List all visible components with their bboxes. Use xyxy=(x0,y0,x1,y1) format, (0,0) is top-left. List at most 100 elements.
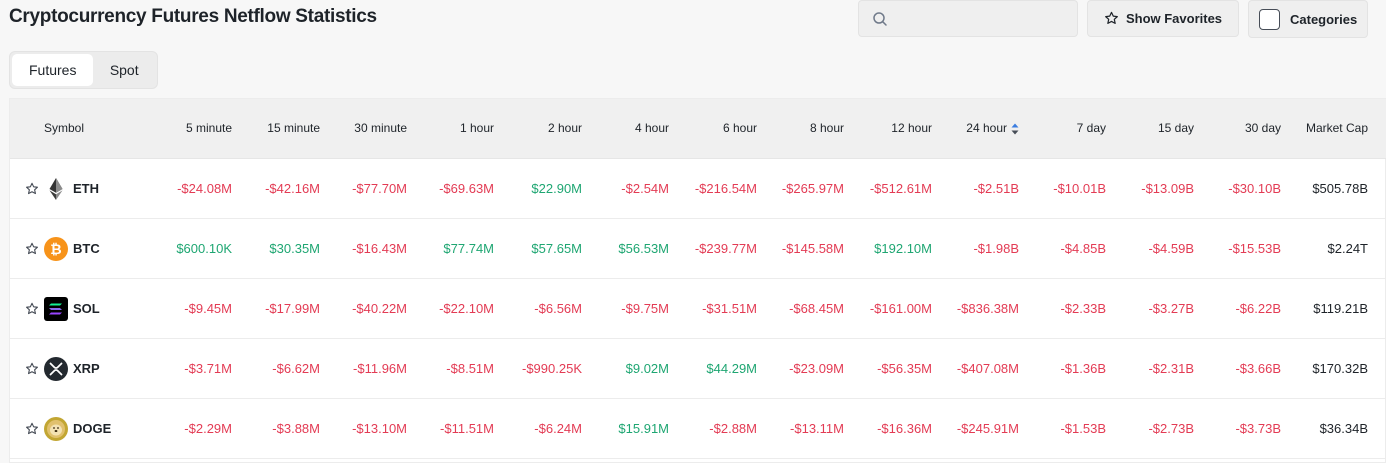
netflow-30-day: -$6.22B xyxy=(1235,301,1281,316)
netflow-8-hour: -$13.11M xyxy=(790,421,844,436)
favorite-star-icon[interactable] xyxy=(25,422,39,436)
sol-icon xyxy=(44,297,68,321)
favorite-star-icon[interactable] xyxy=(25,362,39,376)
netflow-6-hour: -$2.88M xyxy=(709,421,757,436)
netflow-30-day: -$3.66B xyxy=(1235,361,1281,376)
netflow-5-minute: -$2.29M xyxy=(184,421,232,436)
table-row[interactable]: XRP -$3.71M -$6.62M -$11.96M -$8.51M -$9… xyxy=(10,339,1386,399)
netflow-1-hour: -$22.10M xyxy=(439,301,494,316)
netflow-6-hour: -$239.77M xyxy=(694,241,757,256)
netflow-7-day: -$1.53B xyxy=(1060,421,1106,436)
column-header-30-minute[interactable]: 30 minute xyxy=(354,121,407,135)
column-header-6-hour[interactable]: 6 hour xyxy=(722,121,757,135)
netflow-4-hour: $15.91M xyxy=(618,421,669,436)
column-header-12-hour[interactable]: 12 hour xyxy=(891,121,932,135)
xrp-icon xyxy=(44,357,68,381)
netflow-30-minute: -$11.96M xyxy=(353,361,407,376)
table-row[interactable]: SOL -$9.45M -$17.99M -$40.22M -$22.10M -… xyxy=(10,279,1386,339)
symbol-label[interactable]: SOL xyxy=(73,301,100,316)
netflow-15-minute: -$17.99M xyxy=(265,301,320,316)
symbol-label[interactable]: DOGE xyxy=(73,421,112,436)
netflow-12-hour: -$56.35M xyxy=(877,361,932,376)
netflow-7-day: -$10.01B xyxy=(1053,181,1106,196)
categories-label: Categories xyxy=(1290,11,1358,27)
column-header-7-day[interactable]: 7 day xyxy=(1076,121,1106,135)
column-header-8-hour[interactable]: 8 hour xyxy=(809,121,844,135)
symbol-label[interactable]: XRP xyxy=(73,361,100,376)
netflow-5-minute: $600.10K xyxy=(176,241,232,256)
favorite-star-icon[interactable] xyxy=(25,242,39,256)
market-cap: $170.32B xyxy=(1312,361,1368,376)
netflow-12-hour: -$16.36M xyxy=(877,421,932,436)
table-row[interactable]: ETH -$24.08M -$42.16M -$77.70M -$69.63M … xyxy=(10,159,1386,219)
netflow-5-minute: -$9.45M xyxy=(184,301,232,316)
netflow-15-minute: -$6.62M xyxy=(272,361,320,376)
column-header-30-day[interactable]: 30 day xyxy=(1244,121,1281,135)
netflow-30-minute: -$16.43M xyxy=(352,241,407,256)
search-input[interactable] xyxy=(895,1,1073,36)
favorite-star-icon[interactable] xyxy=(25,302,39,316)
eth-icon xyxy=(49,178,63,200)
netflow-8-hour: -$145.58M xyxy=(781,241,844,256)
netflow-15-day: -$4.59B xyxy=(1148,241,1194,256)
netflow-4-hour: $9.02M xyxy=(625,361,669,376)
netflow-2-hour: -$990.25K xyxy=(522,361,582,376)
netflow-8-hour: -$265.97M xyxy=(781,181,844,196)
show-favorites-label: Show Favorites xyxy=(1125,11,1223,26)
search-box[interactable] xyxy=(858,0,1078,37)
netflow-2-hour: -$6.56M xyxy=(534,301,582,316)
market-cap: $505.78B xyxy=(1312,181,1368,196)
netflow-8-hour: -$23.09M xyxy=(789,361,844,376)
table-row[interactable]: DOGE -$2.29M -$3.88M -$13.10M -$11.51M -… xyxy=(10,399,1386,459)
market-cap: $119.21B xyxy=(1313,301,1368,316)
netflow-1-hour: -$8.51M xyxy=(446,361,494,376)
symbol-label[interactable]: ETH xyxy=(73,181,99,196)
netflow-4-hour: -$2.54M xyxy=(621,181,669,196)
column-header-1-hour[interactable]: 1 hour xyxy=(459,121,494,135)
netflow-4-hour: -$9.75M xyxy=(621,301,669,316)
column-header-24-hour[interactable]: 24 hour xyxy=(966,121,1019,135)
tab-spot[interactable]: Spot xyxy=(109,62,139,78)
categories-button[interactable]: Categories xyxy=(1248,0,1368,38)
doge-icon xyxy=(44,417,68,441)
column-header-15-day[interactable]: 15 day xyxy=(1157,121,1194,135)
netflow-12-hour: $192.10M xyxy=(874,241,932,256)
netflow-6-hour: -$31.51M xyxy=(702,301,757,316)
column-header-market-cap[interactable]: Market Cap xyxy=(1305,121,1368,135)
btc-icon: ₿ xyxy=(44,237,68,261)
favorite-star-icon[interactable] xyxy=(25,182,39,196)
netflow-1-hour: $77.74M xyxy=(443,241,494,256)
table-header: Symbol 5 minute 15 minute 30 minute 1 ho… xyxy=(10,99,1386,159)
netflow-30-day: -$3.73B xyxy=(1235,421,1281,436)
netflow-15-day: -$3.27B xyxy=(1148,301,1194,316)
symbol-label[interactable]: BTC xyxy=(73,241,100,256)
netflow-2-hour: $22.90M xyxy=(531,181,582,196)
search-icon xyxy=(873,12,887,26)
sort-descending-icon xyxy=(1011,123,1019,135)
netflow-5-minute: -$24.08M xyxy=(177,181,232,196)
star-icon xyxy=(1105,11,1118,24)
netflow-15-day: -$13.09B xyxy=(1141,181,1194,196)
column-header-symbol[interactable]: Symbol xyxy=(44,121,85,135)
page-title: Cryptocurrency Futures Netflow Statistic… xyxy=(9,6,377,27)
column-header-2-hour[interactable]: 2 hour xyxy=(547,121,582,135)
netflow-2-hour: $57.65M xyxy=(531,241,582,256)
column-header-4-hour[interactable]: 4 hour xyxy=(634,121,669,135)
categories-checkbox[interactable] xyxy=(1259,8,1280,30)
netflow-15-minute: -$42.16M xyxy=(265,181,320,196)
table-row[interactable]: ₿ BTC $600.10K $30.35M -$16.43M $77.74M … xyxy=(10,219,1386,279)
column-header-15-minute[interactable]: 15 minute xyxy=(267,121,320,135)
netflow-24-hour: -$2.51B xyxy=(973,181,1019,196)
netflow-15-day: -$2.73B xyxy=(1148,421,1194,436)
show-favorites-button[interactable]: Show Favorites xyxy=(1087,0,1239,37)
svg-text:₿: ₿ xyxy=(50,242,61,258)
netflow-4-hour: $56.53M xyxy=(618,241,669,256)
netflow-6-hour: $44.29M xyxy=(706,361,757,376)
netflow-24-hour: -$1.98B xyxy=(973,241,1019,256)
column-header-5-minute[interactable]: 5 minute xyxy=(185,121,232,135)
netflow-6-hour: -$216.54M xyxy=(694,181,757,196)
netflow-12-hour: -$161.00M xyxy=(869,301,932,316)
netflow-30-minute: -$40.22M xyxy=(352,301,407,316)
netflow-24-hour: -$407.08M xyxy=(956,361,1019,376)
tab-futures[interactable]: Futures xyxy=(12,54,94,86)
